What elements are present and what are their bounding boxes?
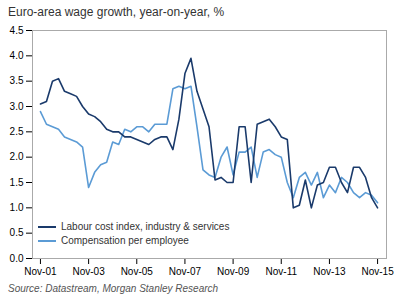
html-text:Euro-area wage growth, year-on: Euro-area wage growth, year-on-year, % [8, 5, 225, 19]
svg-text:1.0: 1.0 [10, 202, 24, 213]
svg-text:Nov-05: Nov-05 [121, 266, 154, 277]
svg-text:Nov-11: Nov-11 [266, 266, 298, 277]
svg-text:Nov-07: Nov-07 [169, 266, 202, 277]
svg-text:Nov-03: Nov-03 [72, 266, 105, 277]
svg-text:4.5: 4.5 [10, 25, 24, 36]
svg-text:Nov-13: Nov-13 [313, 266, 346, 277]
svg-text:0.5: 0.5 [10, 227, 24, 238]
svg-text:3.0: 3.0 [10, 101, 24, 112]
svg-text:Nov-15: Nov-15 [361, 266, 394, 277]
html-text:Compensation per employee: Compensation per employee [61, 235, 189, 246]
svg-text:1.5: 1.5 [10, 177, 24, 188]
svg-text:4.0: 4.0 [10, 50, 24, 61]
svg-text:Nov-09: Nov-09 [217, 266, 250, 277]
svg-text:0.0: 0.0 [10, 253, 24, 264]
html-text:Labour cost index, industry &: Labour cost index, industry & services [61, 221, 230, 232]
html-text:Source: Datastream, Morgan Sta: Source: Datastream, Morgan Stanley Resea… [8, 283, 219, 294]
svg-text:2.5: 2.5 [10, 126, 24, 137]
svg-text:3.5: 3.5 [10, 75, 24, 86]
svg-text:2.0: 2.0 [10, 151, 24, 162]
svg-text:Nov-01: Nov-01 [24, 266, 57, 277]
